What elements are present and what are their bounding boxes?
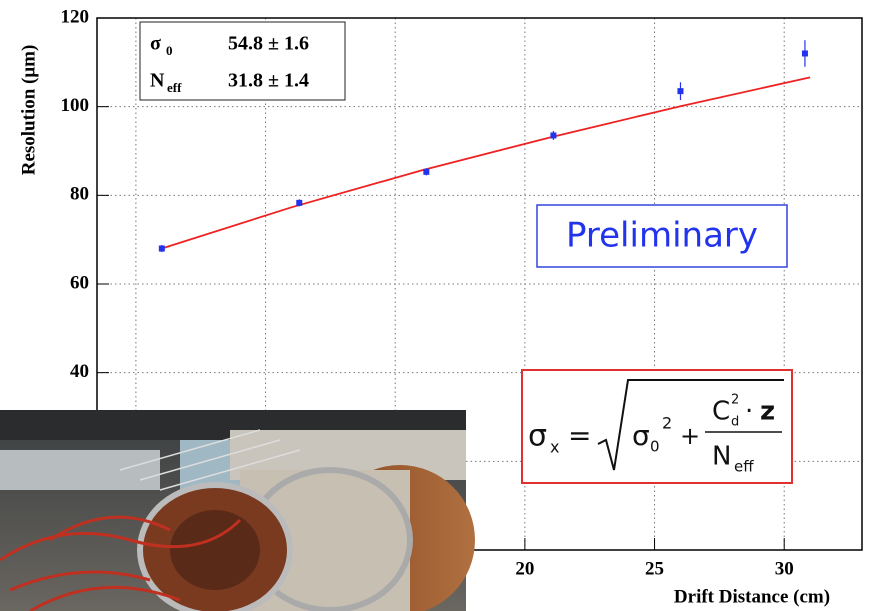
annotation: Preliminary: [566, 216, 758, 256]
formula-superscript: 2: [662, 414, 672, 433]
y-tick-label: 100: [61, 95, 90, 116]
formula-subscript: d: [731, 415, 739, 430]
stat-subscript: 0: [166, 43, 173, 58]
x-axis-label: Drift Distance (cm): [674, 586, 830, 607]
x-tick-label: 30: [775, 558, 794, 579]
formula-symbol: ·: [745, 397, 753, 427]
photo: [0, 410, 475, 611]
y-axis-label: Resolution (μm): [18, 45, 39, 176]
formula-symbol: z: [760, 397, 775, 427]
data-point: [158, 245, 165, 252]
x-tick-label: 20: [515, 558, 534, 579]
data-point: [550, 132, 557, 139]
stat-symbol: N: [150, 70, 165, 92]
formula-symbol: +: [680, 422, 700, 450]
formula-subscript: eff: [734, 458, 754, 476]
plot-frame: [96, 17, 863, 551]
y-tick-label: 80: [70, 184, 89, 205]
formula-symbol: σ: [632, 419, 650, 452]
formula-box: [521, 369, 793, 484]
formula-symbol: =: [568, 419, 591, 452]
formula-symbol: N: [712, 442, 731, 472]
x-tick-label: 25: [645, 558, 664, 579]
stat-subscript: eff: [167, 80, 182, 95]
y-tick-label: 40: [70, 361, 89, 382]
data-point: [801, 50, 808, 57]
y-tick-label: 120: [61, 6, 90, 27]
formula-subscript: 0: [650, 438, 660, 456]
stat-value: 31.8 ± 1.4: [228, 70, 309, 92]
stat-value: 54.8 ± 1.6: [228, 33, 309, 55]
stats-box: [139, 21, 346, 101]
formula-subscript: x: [550, 438, 559, 457]
formula-superscript: 2: [731, 393, 739, 408]
annotation-box: [536, 204, 788, 268]
stat-symbol: σ: [150, 33, 161, 55]
data-point: [677, 88, 684, 95]
data-point: [423, 168, 430, 175]
data-point: [296, 199, 303, 206]
fit-line: [161, 76, 811, 250]
formula-symbol: σ: [528, 419, 547, 454]
formula-symbol: C: [712, 397, 730, 427]
y-tick-label: 60: [70, 272, 89, 293]
sqrt-sign: [597, 379, 784, 471]
